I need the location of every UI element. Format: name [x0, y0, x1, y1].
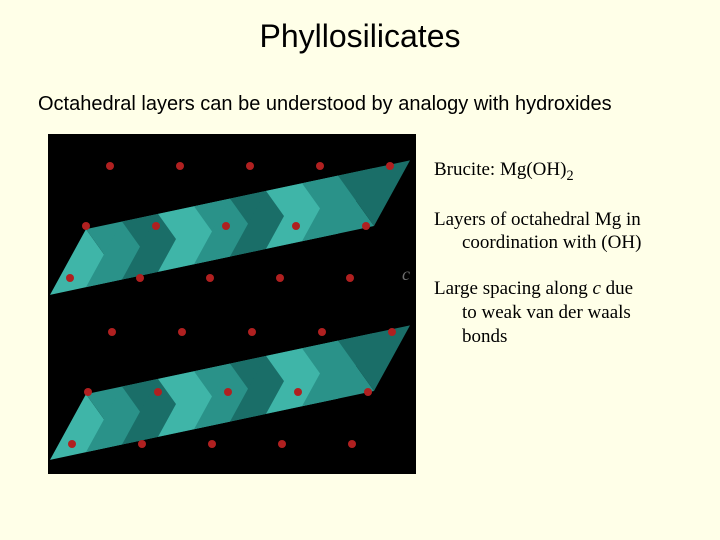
- atom-dot: [82, 222, 90, 230]
- p2-line2: coordination with (OH): [434, 231, 680, 255]
- atom-dot: [66, 274, 74, 282]
- atom-dot: [178, 328, 186, 336]
- atom-dot: [278, 440, 286, 448]
- atom-dot: [84, 388, 92, 396]
- axis-c-label: c: [402, 264, 410, 285]
- atom-dot: [206, 274, 214, 282]
- p3-l1b: due: [601, 278, 633, 299]
- atom-dot: [208, 440, 216, 448]
- atom-dot: [362, 222, 370, 230]
- octahedron-face: [338, 325, 410, 398]
- atom-dot: [318, 328, 326, 336]
- atom-dot: [276, 274, 284, 282]
- atom-dot: [388, 328, 396, 336]
- p3-line3: bonds: [434, 325, 680, 349]
- atom-dot: [248, 328, 256, 336]
- atom-dot: [316, 162, 324, 170]
- octahedral-layer: [58, 298, 398, 474]
- paragraph-2: Layers of octahedral Mg in coordination …: [434, 208, 680, 256]
- formula-text: Brucite: Mg(OH): [434, 159, 566, 180]
- p3-l1a: Large spacing along: [434, 278, 592, 299]
- atom-dot: [246, 162, 254, 170]
- atom-dot: [224, 388, 232, 396]
- atom-dot: [364, 388, 372, 396]
- formula-subscript: 2: [566, 168, 573, 184]
- atom-dot: [386, 162, 394, 170]
- p3-c-axis: c: [592, 278, 600, 299]
- p3-line2: to weak van der waals: [434, 301, 680, 325]
- subtitle-text: Octahedral layers can be understood by a…: [0, 55, 720, 116]
- atom-dot: [154, 388, 162, 396]
- atom-dot: [152, 222, 160, 230]
- formula-line: Brucite: Mg(OH)2: [434, 158, 680, 186]
- atom-dot: [294, 388, 302, 396]
- p2-line1: Layers of octahedral Mg in: [434, 209, 641, 230]
- description-text: Brucite: Mg(OH)2 Layers of octahedral Mg…: [416, 134, 720, 474]
- atom-dot: [346, 274, 354, 282]
- atom-dot: [176, 162, 184, 170]
- octahedron-face: [338, 160, 410, 233]
- atom-dot: [106, 162, 114, 170]
- crystal-diagram: c: [48, 134, 416, 474]
- atom-dot: [348, 440, 356, 448]
- atom-dot: [108, 328, 116, 336]
- atom-dot: [222, 222, 230, 230]
- atom-dot: [292, 222, 300, 230]
- paragraph-3: Large spacing along c due to weak van de…: [434, 277, 680, 348]
- content-row: c Brucite: Mg(OH)2 Layers of octahedral …: [0, 134, 720, 474]
- atom-dot: [68, 440, 76, 448]
- atom-dot: [136, 274, 144, 282]
- page-title: Phyllosilicates: [0, 0, 720, 55]
- atom-dot: [138, 440, 146, 448]
